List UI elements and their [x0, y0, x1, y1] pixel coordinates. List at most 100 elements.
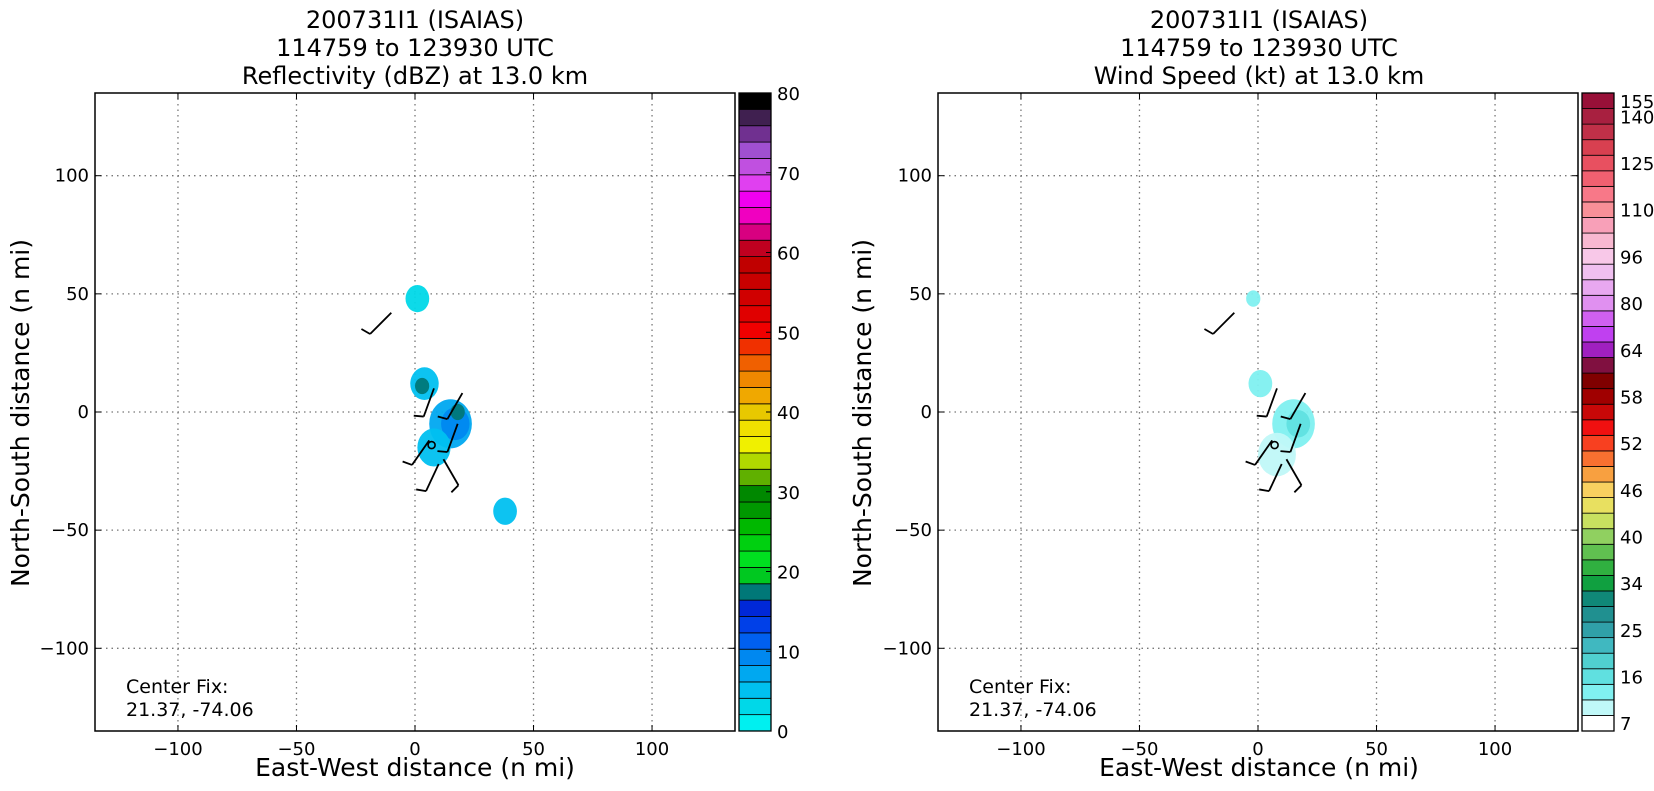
y-tick-label: 0 — [78, 402, 89, 423]
colorbar-swatch — [738, 223, 772, 241]
colorbar-swatch — [1581, 248, 1615, 265]
colorbar-swatch — [738, 256, 772, 274]
colorbar-label: 64 — [1620, 341, 1643, 362]
y-tick-label: 50 — [66, 284, 89, 305]
echo-region — [1286, 410, 1311, 438]
colorbar-swatch — [738, 714, 772, 732]
colorbar-swatch — [1581, 217, 1615, 234]
colorbar-swatch — [1581, 357, 1615, 374]
colorbar-swatch — [738, 92, 772, 110]
colorbar-swatch — [738, 697, 772, 716]
colorbar-swatch — [1581, 668, 1615, 685]
y-tick-label: −100 — [40, 638, 89, 659]
wind-barb-flag — [1259, 488, 1270, 493]
chart-title-line-3: Reflectivity (dBZ) at 13.0 km — [242, 62, 588, 90]
colorbar-swatch — [1581, 512, 1615, 530]
colorbar-swatch — [738, 370, 772, 388]
x-tick-label: 0 — [1252, 739, 1263, 760]
colorbar-swatch — [738, 485, 772, 503]
colorbar-swatch — [738, 468, 772, 487]
y-tick-label: −50 — [51, 520, 89, 541]
wind-barb-flag — [1245, 460, 1256, 466]
plot-area: −100 −50 0 50 100 −100 −50 0 50 100 — [40, 92, 736, 760]
colorbar-swatch — [738, 321, 772, 339]
y-tick-label: 0 — [921, 402, 932, 423]
wind-barb-shaft — [1285, 458, 1303, 486]
colorbar-frame — [1581, 92, 1615, 732]
x-axis-label: East-West distance (n mi) — [255, 753, 575, 782]
y-tick-label: −100 — [883, 638, 932, 659]
colorbar-swatch — [738, 583, 772, 601]
x-tick-label: 50 — [522, 739, 545, 760]
colorbar-swatch — [1581, 326, 1615, 343]
colorbar-swatch — [1581, 372, 1615, 390]
wind-barb-shaft — [446, 392, 464, 420]
colorbar-label: 20 — [777, 563, 800, 584]
plot-area: −100 −50 0 50 100 −100 −50 0 50 100 — [883, 92, 1579, 760]
wind-barb-shaft — [1268, 463, 1283, 492]
x-tick-label: 0 — [409, 739, 420, 760]
echo-region — [1246, 290, 1261, 307]
wind-speed-panel: 200731I1 (ISAIAS) 114759 to 123930 UTC W… — [848, 6, 1654, 782]
wind-barb-shaft — [425, 463, 440, 492]
echo-region — [1258, 432, 1296, 477]
x-tick-label: 100 — [1478, 739, 1512, 760]
wind-barb-shaft — [1254, 439, 1273, 466]
colorbar-label: 155 — [1620, 92, 1654, 113]
colorbar-label: 16 — [1620, 668, 1643, 689]
colorbar-swatch — [738, 387, 772, 405]
colorbar-swatch — [738, 681, 772, 699]
colorbar-label: 7 — [1620, 714, 1631, 735]
chart-title-line-2: 114759 to 123930 UTC — [1120, 34, 1398, 62]
wind-barb-shaft — [422, 388, 435, 417]
x-tick-label: 100 — [635, 739, 669, 760]
chart-title-line-1: 200731I1 (ISAIAS) — [1150, 6, 1368, 34]
wind-barb-flag — [1280, 450, 1291, 453]
colorbar-label: 125 — [1620, 154, 1654, 175]
colorbar-swatch — [738, 632, 772, 650]
y-axis-label: North-South distance (n mi) — [848, 239, 877, 587]
colorbar-swatch — [738, 452, 772, 470]
colorbar-swatch — [1581, 606, 1615, 623]
x-tick-label: −100 — [153, 739, 202, 760]
colorbar-label: 34 — [1620, 574, 1643, 595]
wind-barb-shaft — [1289, 423, 1302, 453]
colorbar-swatch — [738, 436, 772, 454]
colorbar-swatch — [1581, 388, 1615, 405]
colorbar-label: 25 — [1620, 621, 1643, 642]
colorbar-swatch — [738, 665, 772, 683]
echo-region — [450, 403, 465, 421]
colorbar-swatch — [1581, 154, 1615, 172]
wind-barb-flag — [360, 328, 371, 335]
x-tick-label: −100 — [996, 739, 1045, 760]
colorbar-swatch — [738, 616, 772, 634]
x-axis-label: East-West distance (n mi) — [1099, 753, 1419, 782]
colorbar-swatch — [1581, 481, 1615, 498]
colorbar-label: 40 — [777, 403, 800, 424]
wind-barb-flag — [450, 484, 460, 493]
wind-barb-shaft — [1212, 312, 1235, 335]
colorbar-swatch — [738, 125, 772, 143]
colorbar-swatch — [738, 207, 772, 225]
colorbar-swatch — [1581, 123, 1615, 141]
colorbar-swatch — [1581, 450, 1615, 467]
wind-barb-flag — [402, 460, 413, 466]
colorbar-swatch — [1581, 590, 1615, 607]
reflectivity-colorbar: 0 10 20 30 40 50 60 70 80 — [738, 84, 800, 743]
colorbar-swatch — [1581, 201, 1615, 218]
x-tick-label: −50 — [1120, 739, 1158, 760]
colorbar-swatch — [1581, 403, 1615, 421]
center-fix-marker — [427, 440, 436, 450]
wind-barb-flag — [1280, 415, 1291, 420]
center-fix-label: Center Fix: — [969, 676, 1071, 698]
colorbar-swatch — [1581, 434, 1615, 452]
colorbar-label: 80 — [777, 84, 800, 105]
colorbar-label: 50 — [777, 323, 800, 344]
colorbar-swatch — [738, 534, 772, 552]
center-fix-label: Center Fix: — [126, 676, 228, 698]
colorbar-swatch — [738, 337, 772, 356]
colorbar-swatch — [738, 190, 772, 208]
colorbar-label: 40 — [1620, 527, 1643, 548]
colorbar-swatch — [1581, 559, 1615, 576]
colorbar-swatch — [1581, 108, 1615, 125]
